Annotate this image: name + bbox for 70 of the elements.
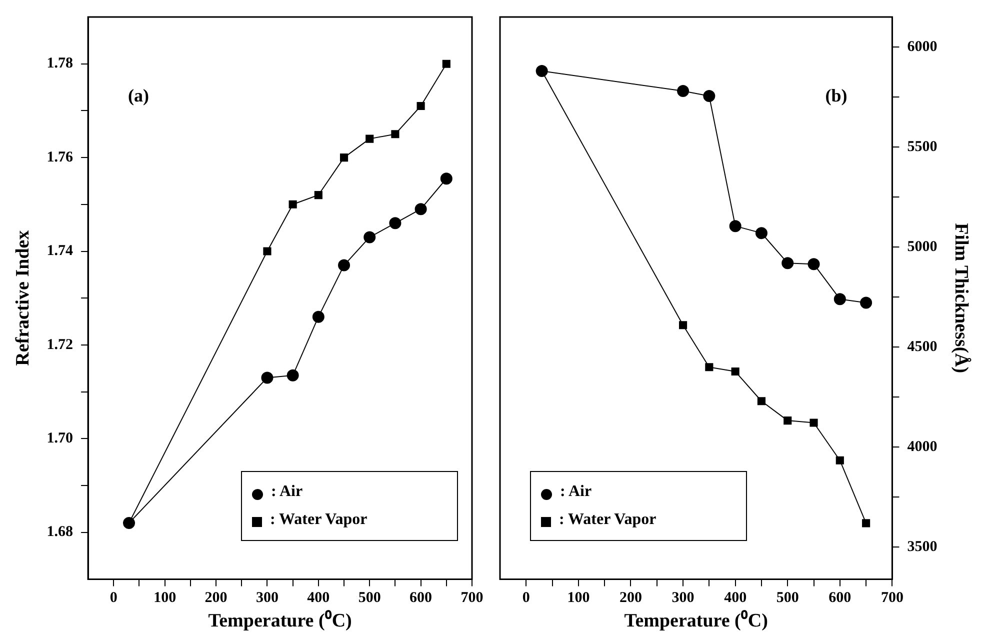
annotation: (a) — [128, 86, 150, 106]
y2-axis-title: Film Thickness(Å) — [950, 223, 972, 374]
legend-label: : Water Vapor — [559, 511, 656, 530]
y-tick-label: 1.70 — [46, 430, 74, 447]
point — [834, 293, 846, 306]
y2-tick-label: 5000 — [907, 238, 938, 255]
x-tick-label: 400 — [724, 590, 747, 606]
point — [312, 310, 324, 323]
legend-label: : Water Vapor — [270, 511, 368, 530]
y2-tick-label: 3500 — [907, 539, 938, 556]
x-tick-label: 300 — [672, 590, 694, 606]
point — [731, 367, 740, 376]
point — [263, 247, 272, 256]
annotation: (b) — [825, 86, 848, 106]
point — [836, 456, 844, 464]
point — [755, 227, 768, 240]
point — [288, 200, 297, 208]
x-tick-label: 300 — [256, 590, 278, 606]
point — [782, 257, 794, 270]
point — [703, 90, 716, 102]
point — [677, 85, 690, 98]
y-tick-label: 1.76 — [46, 149, 74, 166]
point — [729, 220, 742, 232]
y-tick-label: 1.68 — [46, 524, 74, 540]
x-tick-label: 600 — [410, 590, 432, 606]
x-tick-label: 500 — [776, 590, 799, 606]
point — [442, 60, 450, 68]
y2-tick-label: 6000 — [907, 38, 938, 55]
x-tick-label: 600 — [828, 590, 852, 606]
x-tick-label: 100 — [567, 590, 590, 606]
point — [364, 231, 376, 244]
x-tick-label: 0 — [522, 590, 530, 606]
x-tick-label: 0 — [110, 590, 118, 606]
point — [389, 217, 402, 230]
y2-tick-label: 4000 — [907, 439, 938, 456]
y2-tick-label: 4500 — [907, 338, 938, 355]
y-axis-title: Refractive Index — [12, 230, 34, 366]
y-tick-label: 1.72 — [46, 336, 74, 353]
y-tick-label: 1.78 — [46, 56, 74, 72]
x-tick-label: 200 — [619, 590, 642, 606]
x-tick-label: 100 — [154, 590, 176, 606]
point — [338, 259, 350, 272]
x-tick-label: 700 — [460, 590, 484, 606]
point — [261, 372, 274, 384]
point — [860, 296, 872, 309]
point — [366, 134, 374, 143]
point — [314, 190, 322, 200]
x-tick-label: 700 — [880, 590, 904, 606]
point — [810, 418, 818, 427]
point — [862, 519, 870, 528]
x-tick-label: 500 — [358, 590, 381, 606]
legend-label: : Air — [560, 483, 592, 502]
point — [340, 154, 348, 162]
point — [414, 203, 427, 216]
point — [705, 363, 714, 372]
point — [808, 258, 820, 270]
point — [757, 397, 766, 406]
point — [440, 172, 452, 185]
y-tick-label: 1.74 — [46, 243, 74, 260]
point — [286, 369, 299, 382]
point — [416, 102, 425, 110]
point — [678, 321, 688, 330]
x-axis-title: Temperature (⁰C) — [208, 610, 352, 632]
legend-label: : Air — [271, 483, 303, 502]
x-tick-label: 400 — [307, 590, 330, 606]
point — [784, 416, 792, 425]
x-tick-label: 200 — [204, 590, 228, 606]
y2-tick-label: 5500 — [907, 138, 938, 155]
x-axis-title: Temperature (⁰C) — [624, 610, 768, 632]
point — [391, 130, 400, 138]
